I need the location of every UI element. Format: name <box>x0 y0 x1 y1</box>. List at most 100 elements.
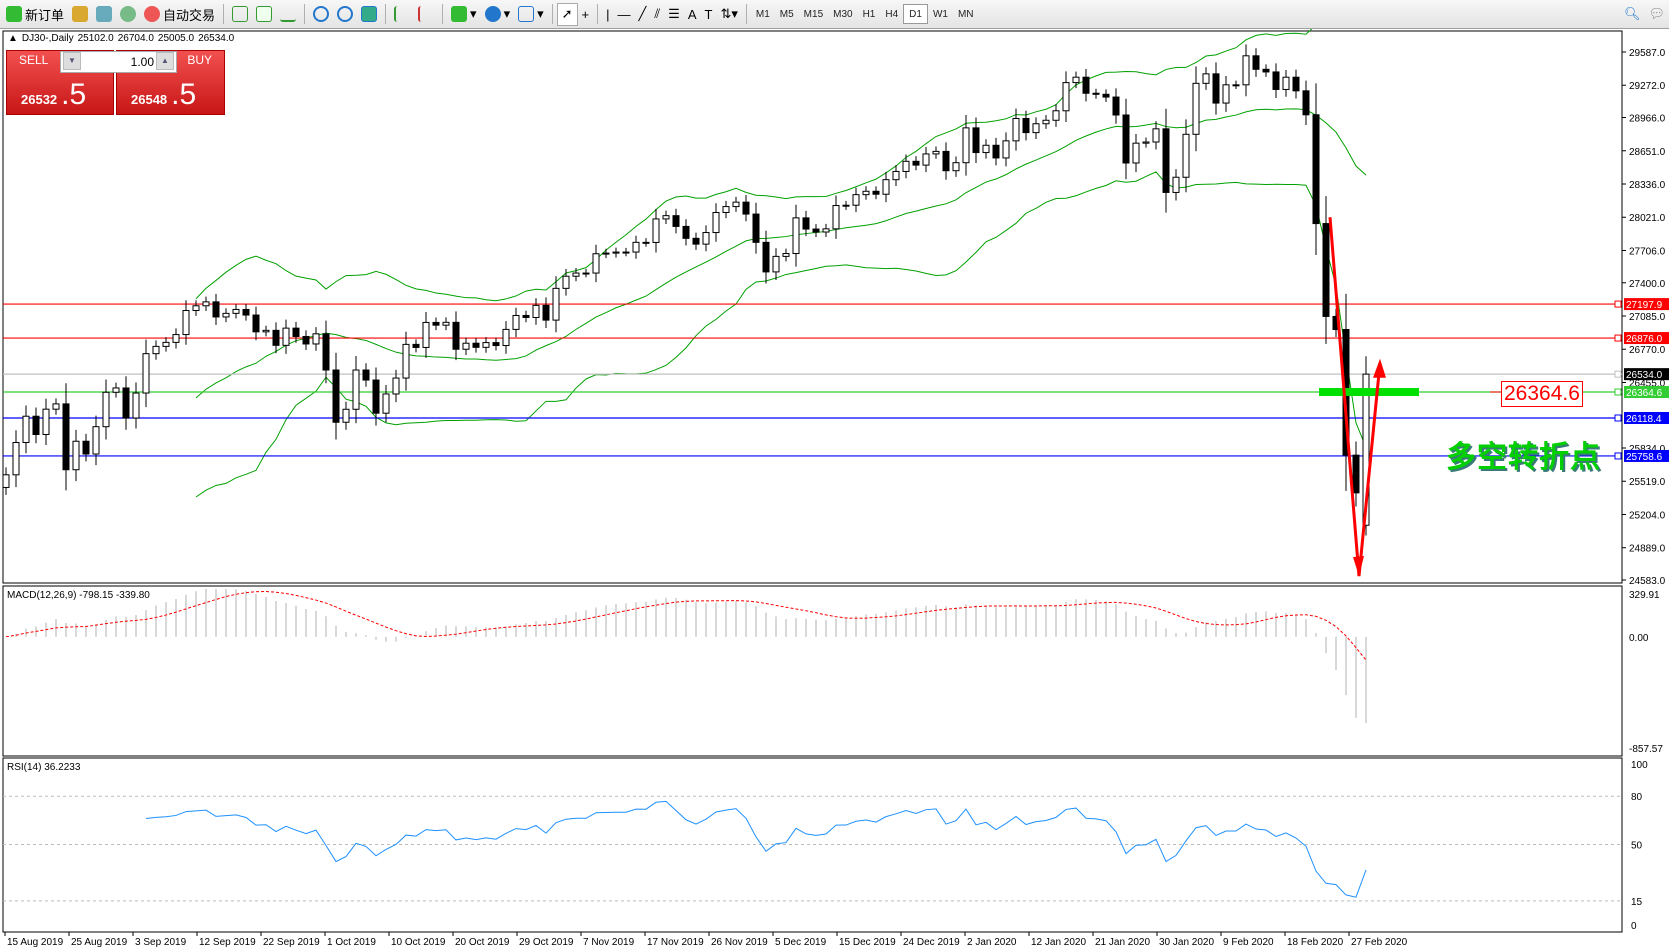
price-tick-label: 25834.0 <box>1629 444 1666 455</box>
candle <box>72 440 80 471</box>
arrows-button[interactable]: ⇅▾ <box>716 3 741 26</box>
line-handle[interactable] <box>1614 370 1622 378</box>
candle <box>1322 223 1330 317</box>
timeframe-m15[interactable]: M15 <box>803 8 824 20</box>
candle <box>722 206 730 213</box>
candle <box>842 204 850 207</box>
channel-icon: ⫽ <box>654 6 661 21</box>
rsi-tick-label: 0 <box>1631 921 1637 932</box>
lot-decrease-button[interactable]: ▼ <box>63 52 81 70</box>
toolbar: 新订单 自动交易 ▾ ▾ ▾ ➚ + | — ╱ ⫽ ☰ A T ⇅▾ M1 M5… <box>0 0 1669 29</box>
vertical-line-button[interactable]: | <box>602 3 613 26</box>
line-handle[interactable] <box>1614 452 1622 460</box>
candle <box>242 308 250 316</box>
navigator-button[interactable] <box>92 3 116 26</box>
search-button[interactable]: 🔍︎ <box>1620 3 1645 26</box>
candle <box>172 334 180 343</box>
price-tick-label: 29272.0 <box>1629 81 1666 92</box>
candle <box>12 442 20 476</box>
candle <box>262 329 270 333</box>
date-label: 25 Aug 2019 <box>71 937 128 948</box>
timeframe-mn[interactable]: MN <box>957 8 974 20</box>
text-button[interactable]: A <box>684 3 701 26</box>
timeframe-w1[interactable]: W1 <box>932 8 948 20</box>
candle <box>382 393 390 414</box>
price-tick-label: 24889.0 <box>1629 544 1666 555</box>
macd-tick-label: -857.57 <box>1629 744 1663 755</box>
price-tick-label: 28336.0 <box>1629 180 1666 191</box>
line-chart-button[interactable] <box>276 3 300 26</box>
new-order-button[interactable]: 新订单 <box>2 3 68 26</box>
bar-chart-icon <box>232 6 249 22</box>
macd-signal-line <box>5 590 1367 661</box>
candle <box>1352 454 1360 494</box>
date-label: 22 Sep 2019 <box>263 937 320 948</box>
candle <box>1362 373 1370 526</box>
candle <box>302 335 310 345</box>
text-label-button[interactable]: T <box>700 3 716 26</box>
auto-scroll-button[interactable] <box>390 3 414 26</box>
candle <box>782 253 790 257</box>
chat-button[interactable]: 💬︎ <box>1644 3 1669 26</box>
cursor-button[interactable]: ➚ <box>556 2 578 26</box>
price-tick-label: 29587.0 <box>1629 48 1666 59</box>
date-label: 12 Jan 2020 <box>1031 937 1086 948</box>
timeframe-h4[interactable]: H4 <box>885 8 899 20</box>
zoom-out-button[interactable] <box>333 3 357 26</box>
signals-button[interactable] <box>116 3 140 26</box>
chart-shift-button[interactable] <box>414 3 438 26</box>
line-handle[interactable] <box>1614 414 1622 422</box>
candle <box>362 369 370 381</box>
turning-point-text: 多空转折点 <box>1446 440 1601 475</box>
lot-increase-button[interactable]: ▲ <box>156 52 174 70</box>
buy-label: BUY <box>187 53 212 67</box>
candle <box>1112 96 1120 116</box>
candle <box>1142 141 1150 144</box>
timeframe-d1[interactable]: D1 <box>903 4 928 24</box>
symbol-label: DJ30-,Daily <box>21 33 74 44</box>
zoom-in-button[interactable] <box>309 3 333 26</box>
rsi-tick-label: 50 <box>1631 841 1643 852</box>
date-label: 3 Sep 2019 <box>135 937 187 948</box>
tile-windows-button[interactable] <box>357 3 381 26</box>
crosshair-button[interactable]: + <box>578 3 594 26</box>
lot-size-input[interactable]: 1.00 <box>60 51 177 73</box>
candle <box>552 287 560 321</box>
cursor-icon: ➚ <box>561 6 573 21</box>
candlestick-button[interactable] <box>252 3 276 26</box>
market-watch-button[interactable] <box>68 3 92 26</box>
line-handle[interactable] <box>1614 334 1622 342</box>
candle <box>252 314 260 333</box>
indicators-button[interactable]: ▾ <box>447 3 481 26</box>
date-label: 12 Sep 2019 <box>199 937 256 948</box>
periods-button[interactable]: ▾ <box>481 3 515 26</box>
candle <box>1062 82 1070 112</box>
price-label-bg <box>1624 332 1669 345</box>
horizontal-line-button[interactable]: — <box>614 3 635 26</box>
timeframe-h1[interactable]: H1 <box>862 8 876 20</box>
collapse-icon[interactable]: ▲ <box>8 33 18 44</box>
candle <box>1152 128 1160 143</box>
line-handle[interactable] <box>1614 388 1622 396</box>
candle <box>52 403 60 410</box>
candle <box>1272 71 1280 90</box>
folder-icon <box>72 6 89 22</box>
channel-button[interactable]: ⫽ <box>650 3 664 26</box>
candle <box>1222 84 1230 104</box>
line-handle[interactable] <box>1614 300 1622 308</box>
candle <box>1002 140 1010 159</box>
trendline-button[interactable]: ╱ <box>635 3 651 26</box>
timeframe-m30[interactable]: M30 <box>833 8 853 20</box>
candle <box>922 153 930 166</box>
timeframe-m5[interactable]: M5 <box>779 8 794 20</box>
templates-button[interactable]: ▾ <box>514 3 548 26</box>
price-label-bg <box>1624 368 1669 381</box>
timeframe-m1[interactable]: M1 <box>755 8 770 20</box>
chart-canvas[interactable]: 29587.0 29272.0 28966.0 28651.0 28336.0 28021… <box>0 29 1669 951</box>
candle <box>1072 76 1080 84</box>
bar-chart-button[interactable] <box>228 3 252 26</box>
candle <box>232 308 240 314</box>
auto-trading-button[interactable]: 自动交易 <box>140 3 219 26</box>
bollinger-lower <box>195 171 1367 498</box>
fibonacci-button[interactable]: ☰ <box>664 3 684 26</box>
